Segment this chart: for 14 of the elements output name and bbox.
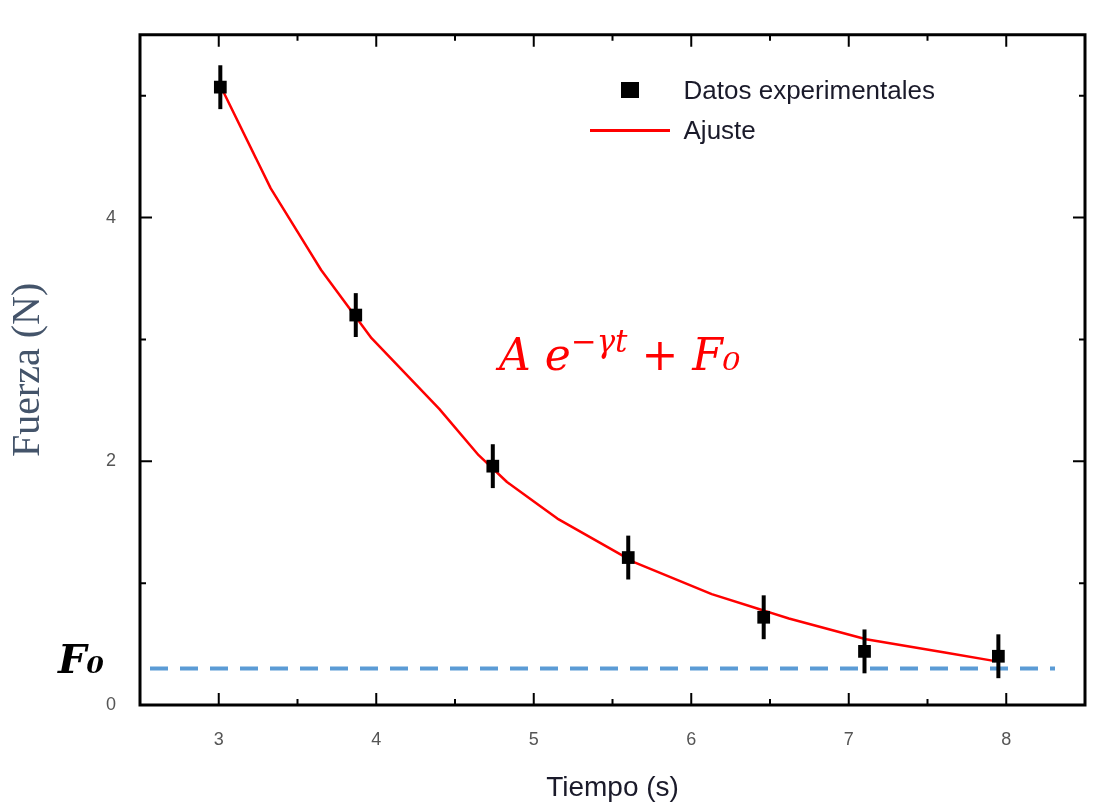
x-tick-label: 3 <box>213 728 224 749</box>
x-tick-label: 5 <box>528 728 539 749</box>
ref-line-label: F₀ <box>57 634 105 682</box>
x-tick-label: 7 <box>843 728 854 749</box>
y-tick-label: 0 <box>105 693 116 714</box>
legend-label: Ajuste <box>683 114 756 146</box>
y-tick-label: 4 <box>105 206 116 227</box>
x-tick-label: 4 <box>371 728 382 749</box>
x-axis-title: Tiempo (s) <box>546 770 679 802</box>
legend-label: Datos experimentales <box>683 74 935 106</box>
x-tick-label: 6 <box>686 728 697 749</box>
x-tick-label: 8 <box>1001 728 1012 749</box>
y-axis-title: Fuerza (N) <box>2 282 48 458</box>
y-tick-label: 2 <box>105 450 116 471</box>
